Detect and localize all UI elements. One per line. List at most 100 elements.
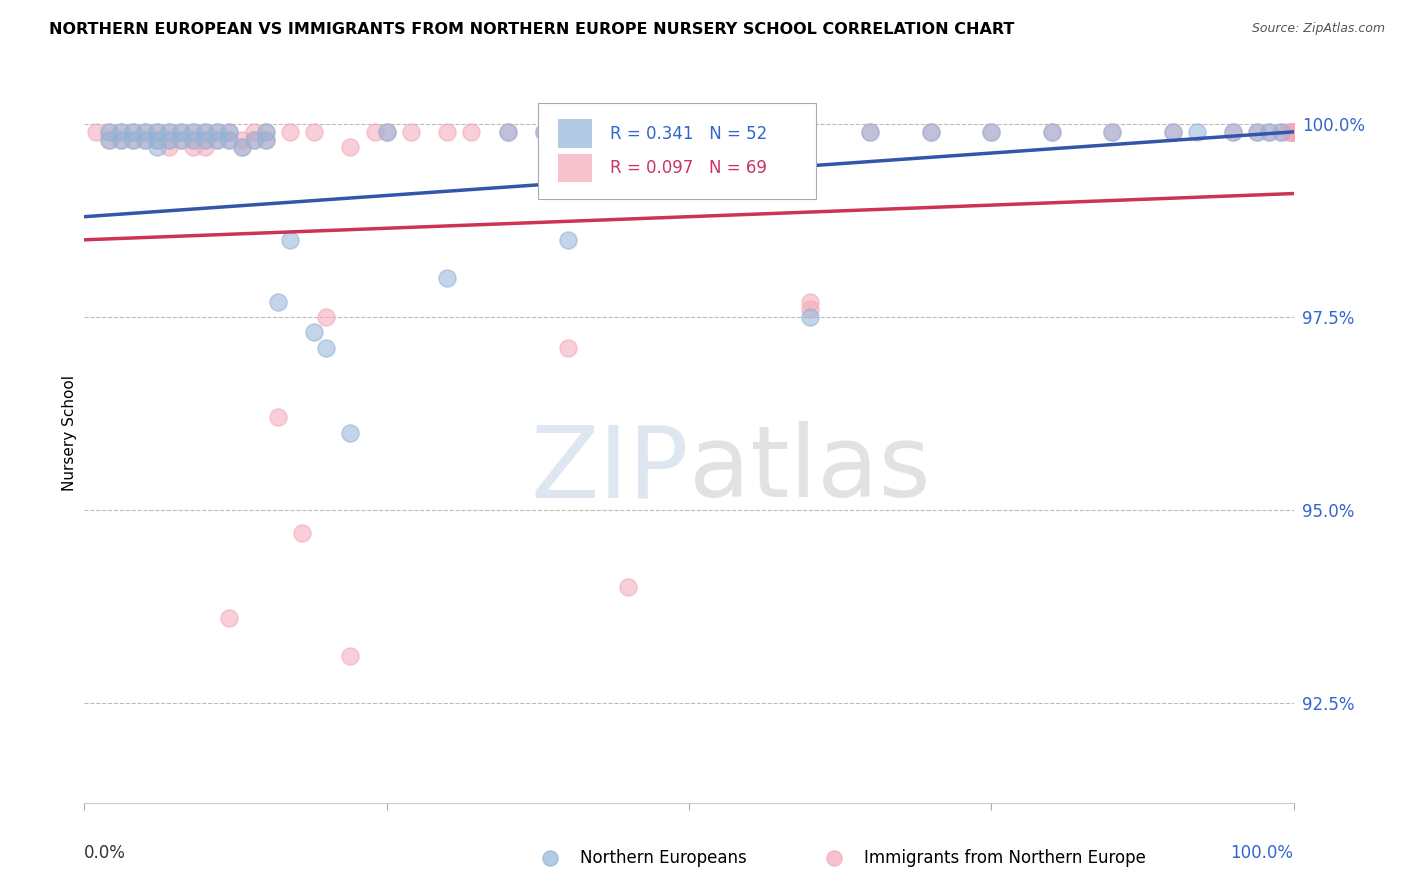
Point	[1040, 125, 1063, 139]
Text: R = 0.097   N = 69: R = 0.097 N = 69	[610, 160, 768, 178]
Point	[738, 125, 761, 139]
Point	[460, 125, 482, 139]
Point	[920, 125, 942, 139]
Point	[97, 132, 120, 146]
Point	[146, 132, 169, 146]
Point	[194, 132, 217, 146]
Point	[363, 125, 385, 139]
Point	[146, 125, 169, 139]
Point	[110, 132, 132, 146]
Text: R = 0.341   N = 52: R = 0.341 N = 52	[610, 125, 768, 143]
Point	[1270, 125, 1292, 139]
Point	[181, 125, 204, 139]
Point	[1277, 125, 1299, 139]
Point	[97, 125, 120, 139]
Point	[1281, 125, 1303, 139]
Point	[97, 132, 120, 146]
Point	[181, 132, 204, 146]
Point	[496, 125, 519, 139]
Point	[1279, 125, 1302, 139]
Point	[533, 125, 555, 139]
Point	[254, 132, 277, 146]
Point	[1281, 125, 1303, 139]
Text: Source: ZipAtlas.com: Source: ZipAtlas.com	[1251, 22, 1385, 36]
Point	[920, 125, 942, 139]
Point	[110, 125, 132, 139]
Point	[218, 125, 240, 139]
Point	[170, 125, 193, 139]
Point	[231, 140, 253, 154]
Point	[231, 132, 253, 146]
Point	[339, 425, 361, 440]
Text: NORTHERN EUROPEAN VS IMMIGRANTS FROM NORTHERN EUROPE NURSERY SCHOOL CORRELATION : NORTHERN EUROPEAN VS IMMIGRANTS FROM NOR…	[49, 22, 1015, 37]
Point	[146, 125, 169, 139]
Point	[496, 125, 519, 139]
Point	[1161, 125, 1184, 139]
Point	[207, 132, 229, 146]
Point	[799, 302, 821, 317]
Text: ZIP: ZIP	[530, 421, 689, 518]
Point	[134, 132, 156, 146]
Point	[278, 125, 301, 139]
Point	[1161, 125, 1184, 139]
Point	[170, 132, 193, 146]
Point	[242, 125, 264, 139]
Point	[1246, 125, 1268, 139]
Text: Northern Europeans: Northern Europeans	[581, 849, 747, 867]
Point	[1282, 125, 1305, 139]
Point	[194, 140, 217, 154]
Point	[1222, 125, 1244, 139]
Point	[146, 132, 169, 146]
Point	[302, 326, 325, 340]
Point	[1258, 125, 1281, 139]
Point	[1185, 125, 1208, 139]
Point	[339, 649, 361, 664]
Point	[678, 125, 700, 139]
Point	[291, 525, 314, 540]
Point	[859, 125, 882, 139]
Text: atlas: atlas	[689, 421, 931, 518]
Point	[375, 125, 398, 139]
Point	[218, 125, 240, 139]
Point	[1258, 125, 1281, 139]
Point	[86, 125, 108, 139]
Point	[1101, 125, 1123, 139]
Text: 100.0%: 100.0%	[1230, 845, 1294, 863]
Point	[121, 132, 143, 146]
Point	[207, 125, 229, 139]
Point	[134, 125, 156, 139]
Point	[267, 294, 290, 309]
Point	[181, 125, 204, 139]
Point	[97, 125, 120, 139]
Point	[134, 125, 156, 139]
Bar	[558, 120, 592, 147]
Point	[157, 132, 180, 146]
Point	[194, 132, 217, 146]
Bar	[558, 154, 592, 182]
Point	[1279, 125, 1302, 139]
Point	[533, 125, 555, 139]
Point	[218, 132, 240, 146]
Point	[1222, 125, 1244, 139]
Point	[242, 132, 264, 146]
Point	[194, 125, 217, 139]
Point	[557, 233, 579, 247]
Point	[157, 132, 180, 146]
Point	[436, 271, 458, 285]
Point	[218, 611, 240, 625]
Point	[207, 125, 229, 139]
Point	[980, 125, 1002, 139]
Text: 0.0%: 0.0%	[84, 845, 127, 863]
Point	[678, 125, 700, 139]
Point	[617, 580, 640, 594]
Point	[254, 132, 277, 146]
Point	[859, 125, 882, 139]
Point	[146, 140, 169, 154]
Point	[1246, 125, 1268, 139]
Point	[799, 294, 821, 309]
Point	[194, 125, 217, 139]
Point	[1101, 125, 1123, 139]
Point	[617, 125, 640, 139]
Point	[121, 125, 143, 139]
Point	[121, 132, 143, 146]
